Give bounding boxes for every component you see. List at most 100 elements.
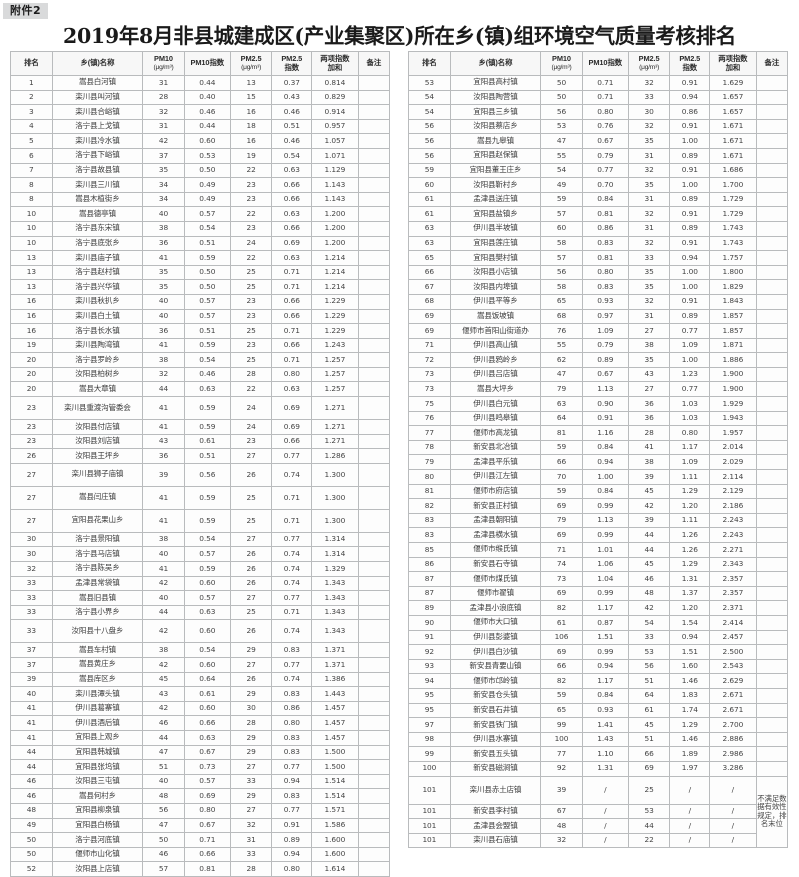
table-row: 50 洛宁县河底镇 50 0.71 31 0.89 1.600: [10, 832, 391, 848]
cell-pm10-index: 0.49: [183, 177, 231, 193]
cell-pm25: 39: [627, 469, 671, 485]
col-header-name: 乡(镇)名称: [51, 51, 144, 76]
cell-pm25-index: 0.80: [271, 366, 313, 383]
cell-name: 栾川县三川镇: [51, 177, 144, 193]
cell-pm10: 49: [540, 177, 583, 193]
cell-pm25: 54: [627, 614, 671, 631]
cell-pm25: 25: [229, 264, 273, 281]
cell-name: 栾川县秋扒乡: [51, 293, 144, 310]
table-row: 56 嵩县九皋镇 47 0.67 35 1.00 1.671: [408, 133, 789, 149]
cell-name: 汝阳县三屯镇: [51, 773, 144, 790]
cell-sum: 2.114: [709, 469, 757, 485]
col-header-pm10: PM10 (μg/m³): [540, 51, 583, 76]
cell-rank: 52: [10, 861, 53, 877]
cell-rank: 98: [408, 731, 451, 748]
cell-pm25-index: 0.77: [271, 448, 313, 464]
cell-pm10-index: 1.09: [581, 323, 629, 339]
cell-pm25-index: 0.66: [271, 337, 313, 354]
cell-rank: 76: [408, 410, 451, 427]
cell-pm10-index: 0.49: [183, 191, 231, 208]
cell-rank: 1: [10, 75, 53, 91]
table-row: 40 栾川县潭头镇 43 0.61 29 0.83 1.443: [10, 686, 391, 702]
cell-pm25: 42: [627, 600, 671, 616]
cell-sum: 1.500: [311, 759, 359, 775]
cell-pm10: 39: [540, 775, 583, 805]
cell-sum: 1.343: [311, 590, 359, 606]
cell-note: [357, 381, 391, 398]
cell-pm10: 69: [540, 585, 583, 602]
cell-note: [357, 788, 391, 804]
cell-note: [357, 396, 391, 421]
cell-pm25-index: 0.71: [271, 264, 313, 281]
cell-pm25: 64: [627, 687, 671, 704]
left-table-body: 1 嵩县白河镇 31 0.44 13 0.37 0.814 2 栾川县叫河镇 28 0.40 15 0.…: [10, 75, 391, 877]
cell-pm10: 41: [142, 561, 185, 577]
cell-pm25: 13: [229, 75, 273, 91]
cell-pm10-index: 0.81: [183, 861, 231, 877]
cell-rank: 65: [408, 250, 451, 266]
cell-pm10: 42: [142, 619, 185, 644]
table-row: 27 宜阳县花果山乡 41 0.59 25 0.71 1.300: [10, 508, 391, 533]
cell-pm25: 30: [229, 700, 273, 717]
cell-pm25-index: 1.51: [669, 644, 711, 660]
cell-name: 洛宁县底张乡: [51, 235, 144, 252]
cell-rank: 83: [408, 512, 451, 529]
cell-note: [357, 729, 391, 746]
cell-name: 汝阳县十八盘乡: [51, 619, 144, 644]
cell-sum: 1.671: [709, 133, 757, 149]
cell-pm25-index: 0.66: [271, 177, 313, 193]
cell-pm10-index: 1.16: [581, 425, 629, 441]
table-row: 71 伊川县高山镇 55 0.79 38 1.09 1.871: [408, 337, 789, 354]
cell-name: 栾川县潭头镇: [51, 686, 144, 702]
cell-pm10-index: 0.71: [581, 75, 629, 91]
cell-sum: 2.886: [709, 731, 757, 748]
cell-pm25: 23: [229, 293, 273, 310]
cell-pm10-index: 1.31: [581, 760, 629, 777]
cell-sum: 1.286: [311, 448, 359, 464]
cell-name: 宜阳县盐镇乡: [449, 206, 542, 222]
cell-note: [755, 279, 789, 295]
cell-note: [755, 556, 789, 573]
cell-pm10-index: 0.51: [183, 448, 231, 464]
cell-pm25: 24: [229, 235, 273, 252]
cell-pm10-index: 0.93: [581, 702, 629, 719]
cell-pm25: 32: [627, 162, 671, 179]
cell-pm25-index: 0.89: [271, 832, 313, 848]
cell-rank: 5: [10, 133, 53, 149]
cell-pm25: 44: [627, 542, 671, 558]
cell-pm10: 38: [142, 220, 185, 237]
cell-pm10: 56: [142, 802, 185, 819]
table-row: 33 孟津县常袋镇 42 0.60 26 0.74 1.343: [10, 575, 391, 592]
cell-note: [755, 439, 789, 456]
cell-pm10: 41: [142, 485, 185, 510]
cell-note: [755, 585, 789, 602]
col-header-pm25-label: PM2.5: [240, 54, 262, 64]
cell-pm10-index: 0.67: [183, 744, 231, 761]
table-row: 61 孟津县送庄镇 59 0.84 31 0.89 1.729: [408, 191, 789, 208]
cell-note: [357, 433, 391, 450]
col-header-pm25-index: PM2.5 指数: [669, 51, 711, 76]
cell-sum: 1.571: [311, 802, 359, 819]
cell-pm25-index: 0.91: [669, 235, 711, 252]
cell-note: [755, 629, 789, 646]
cell-pm10: 70: [540, 469, 583, 485]
cell-pm25-index: 1.26: [669, 542, 711, 558]
table-row: 101 栾川县石庙镇 32/22//: [408, 832, 788, 849]
cell-pm25: 24: [229, 419, 273, 435]
cell-pm25: 29: [229, 729, 273, 746]
cell-name: 宜阳县上观乡: [51, 729, 144, 746]
cell-pm25-index: /: [669, 803, 711, 820]
table-row: 23 栾川县重渡沟管委会 41 0.59 24 0.69 1.271: [10, 396, 391, 421]
cell-pm25: 27: [229, 448, 273, 464]
cell-pm25-index: 0.77: [271, 590, 313, 606]
cell-rank: 81: [408, 483, 451, 500]
cell-sum: 2.414: [709, 614, 757, 631]
cell-sum: 1.457: [311, 700, 359, 717]
cell-sum: 1.200: [311, 235, 359, 252]
cell-note: [755, 118, 789, 135]
cell-note: [755, 600, 789, 616]
cell-pm10: 55: [540, 337, 583, 354]
table-row: 69 偃师市首阳山街道办 76 1.09 27 0.77 1.857: [408, 323, 789, 339]
cell-name: 汝阳县付店镇: [51, 419, 144, 435]
cell-pm10: 60: [540, 220, 583, 237]
